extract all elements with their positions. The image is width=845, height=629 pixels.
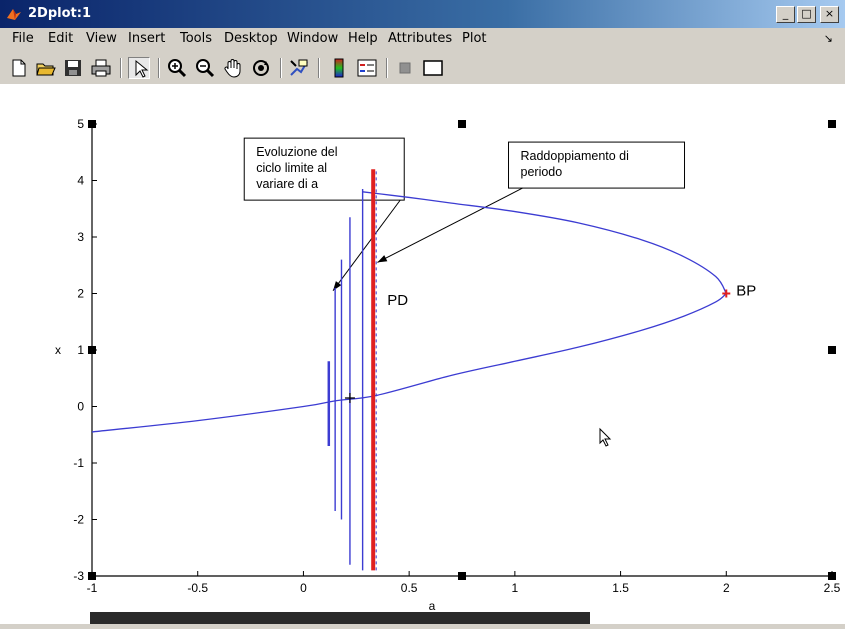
- selection-handle[interactable]: [458, 572, 466, 580]
- annotation-box-1[interactable]: Evoluzione del ciclo limite al variare di …: [243, 137, 405, 201]
- annotation-frame: [508, 141, 686, 189]
- menu-file[interactable]: File: [12, 31, 34, 46]
- open-file-icon[interactable]: [35, 57, 57, 79]
- annotation-text-line: ciclo limite al: [256, 161, 327, 175]
- y-tick-label: 3: [77, 230, 84, 244]
- new-file-icon[interactable]: [8, 57, 30, 79]
- show-tools-icon[interactable]: [422, 57, 444, 79]
- figure-toolbar: [0, 52, 845, 85]
- x-tick-label: 2.5: [824, 581, 841, 595]
- y-tick-label: -1: [73, 456, 84, 470]
- menu-window[interactable]: Window: [287, 31, 339, 46]
- selection-handle[interactable]: [828, 120, 836, 128]
- title-bar: 2Dplot:1 _ □ ×: [0, 0, 845, 28]
- menu-plot[interactable]: Plot: [462, 31, 487, 46]
- zoom-out-icon[interactable]: [194, 57, 216, 79]
- annotation-text-line: Evoluzione del: [256, 145, 337, 159]
- matlab-logo-icon: [7, 9, 21, 20]
- y-tick-label: 2: [77, 287, 84, 301]
- pointer-icon[interactable]: [128, 57, 150, 79]
- cursor-marker: [344, 393, 355, 404]
- menu-view[interactable]: View: [86, 31, 117, 46]
- selection-handle[interactable]: [458, 120, 466, 128]
- selection-handle[interactable]: [828, 572, 836, 580]
- annotation-text-line: periodo: [521, 165, 563, 179]
- equilibrium-branch-1: [362, 191, 727, 294]
- y-tick-label: 1: [77, 343, 84, 357]
- bp-marker: [722, 289, 731, 298]
- y-tick-label: -3: [73, 569, 84, 583]
- annotation-text-line: variare di a: [256, 177, 318, 191]
- zoom-in-icon[interactable]: [166, 57, 188, 79]
- y-tick-label: 5: [77, 117, 84, 131]
- hide-tools-icon[interactable]: [394, 57, 416, 79]
- plot-canvas: Evoluzione del ciclo limite al variare di …: [0, 84, 845, 624]
- selection-handle[interactable]: [88, 120, 96, 128]
- minimize-button[interactable]: _: [776, 6, 795, 23]
- window-title: 2Dplot:1: [28, 6, 91, 21]
- maximize-button[interactable]: □: [797, 6, 816, 23]
- menu-attributes[interactable]: Attributes: [388, 31, 453, 46]
- colorbar-icon[interactable]: [328, 57, 350, 79]
- rotate-icon[interactable]: [250, 57, 272, 79]
- close-button[interactable]: ×: [820, 6, 839, 23]
- x-axis-label: a: [429, 599, 436, 613]
- x-tick-label: 0: [300, 581, 307, 595]
- x-tick-label: -0.5: [187, 581, 208, 595]
- y-tick-label: -2: [73, 513, 84, 527]
- data-cursor-icon[interactable]: [288, 57, 310, 79]
- y-axis-label: x: [55, 343, 61, 357]
- x-tick-label: 0.5: [401, 581, 418, 595]
- annotation-arrowhead: [333, 281, 342, 291]
- bp-label: BP: [736, 283, 756, 300]
- x-tick-label: 1.5: [612, 581, 629, 595]
- menu-help[interactable]: Help: [348, 31, 378, 46]
- legend-icon[interactable]: [356, 57, 378, 79]
- annotation-frame: [243, 137, 405, 201]
- annotation-arrow: [377, 187, 523, 263]
- selection-handle[interactable]: [88, 346, 96, 354]
- y-tick-label: 4: [77, 174, 84, 188]
- annotation-arrow: [332, 199, 401, 291]
- selection-handle[interactable]: [828, 346, 836, 354]
- annotation-arrowhead: [377, 255, 388, 263]
- annotation-text-line: Raddoppiamento di: [521, 149, 629, 163]
- pd-label: PD: [387, 292, 408, 309]
- menu-edit[interactable]: Edit: [48, 31, 74, 46]
- x-tick-label: -1: [87, 581, 98, 595]
- dock-arrow-icon[interactable]: ↘: [823, 33, 833, 45]
- menu-desktop[interactable]: Desktop: [224, 31, 278, 46]
- print-icon[interactable]: [90, 57, 112, 79]
- annotation-box-2[interactable]: Raddoppiamento di periodo: [508, 141, 686, 189]
- bifurcation-chart[interactable]: Evoluzione del ciclo limite al variare di …: [0, 84, 845, 624]
- y-tick-label: 0: [77, 400, 84, 414]
- pan-hand-icon[interactable]: [222, 57, 244, 79]
- save-icon[interactable]: [62, 57, 84, 79]
- menu-tools[interactable]: Tools: [180, 31, 213, 46]
- menu-bar: File Edit View Insert Tools Desktop Wind…: [0, 28, 845, 50]
- selection-handle[interactable]: [88, 572, 96, 580]
- equilibrium-branch-0: [92, 292, 727, 433]
- taskbar-strip: [90, 612, 590, 624]
- x-tick-label: 1: [512, 581, 519, 595]
- mouse-pointer-icon: [599, 427, 612, 447]
- menu-insert[interactable]: Insert: [128, 31, 166, 46]
- x-tick-label: 2: [723, 581, 730, 595]
